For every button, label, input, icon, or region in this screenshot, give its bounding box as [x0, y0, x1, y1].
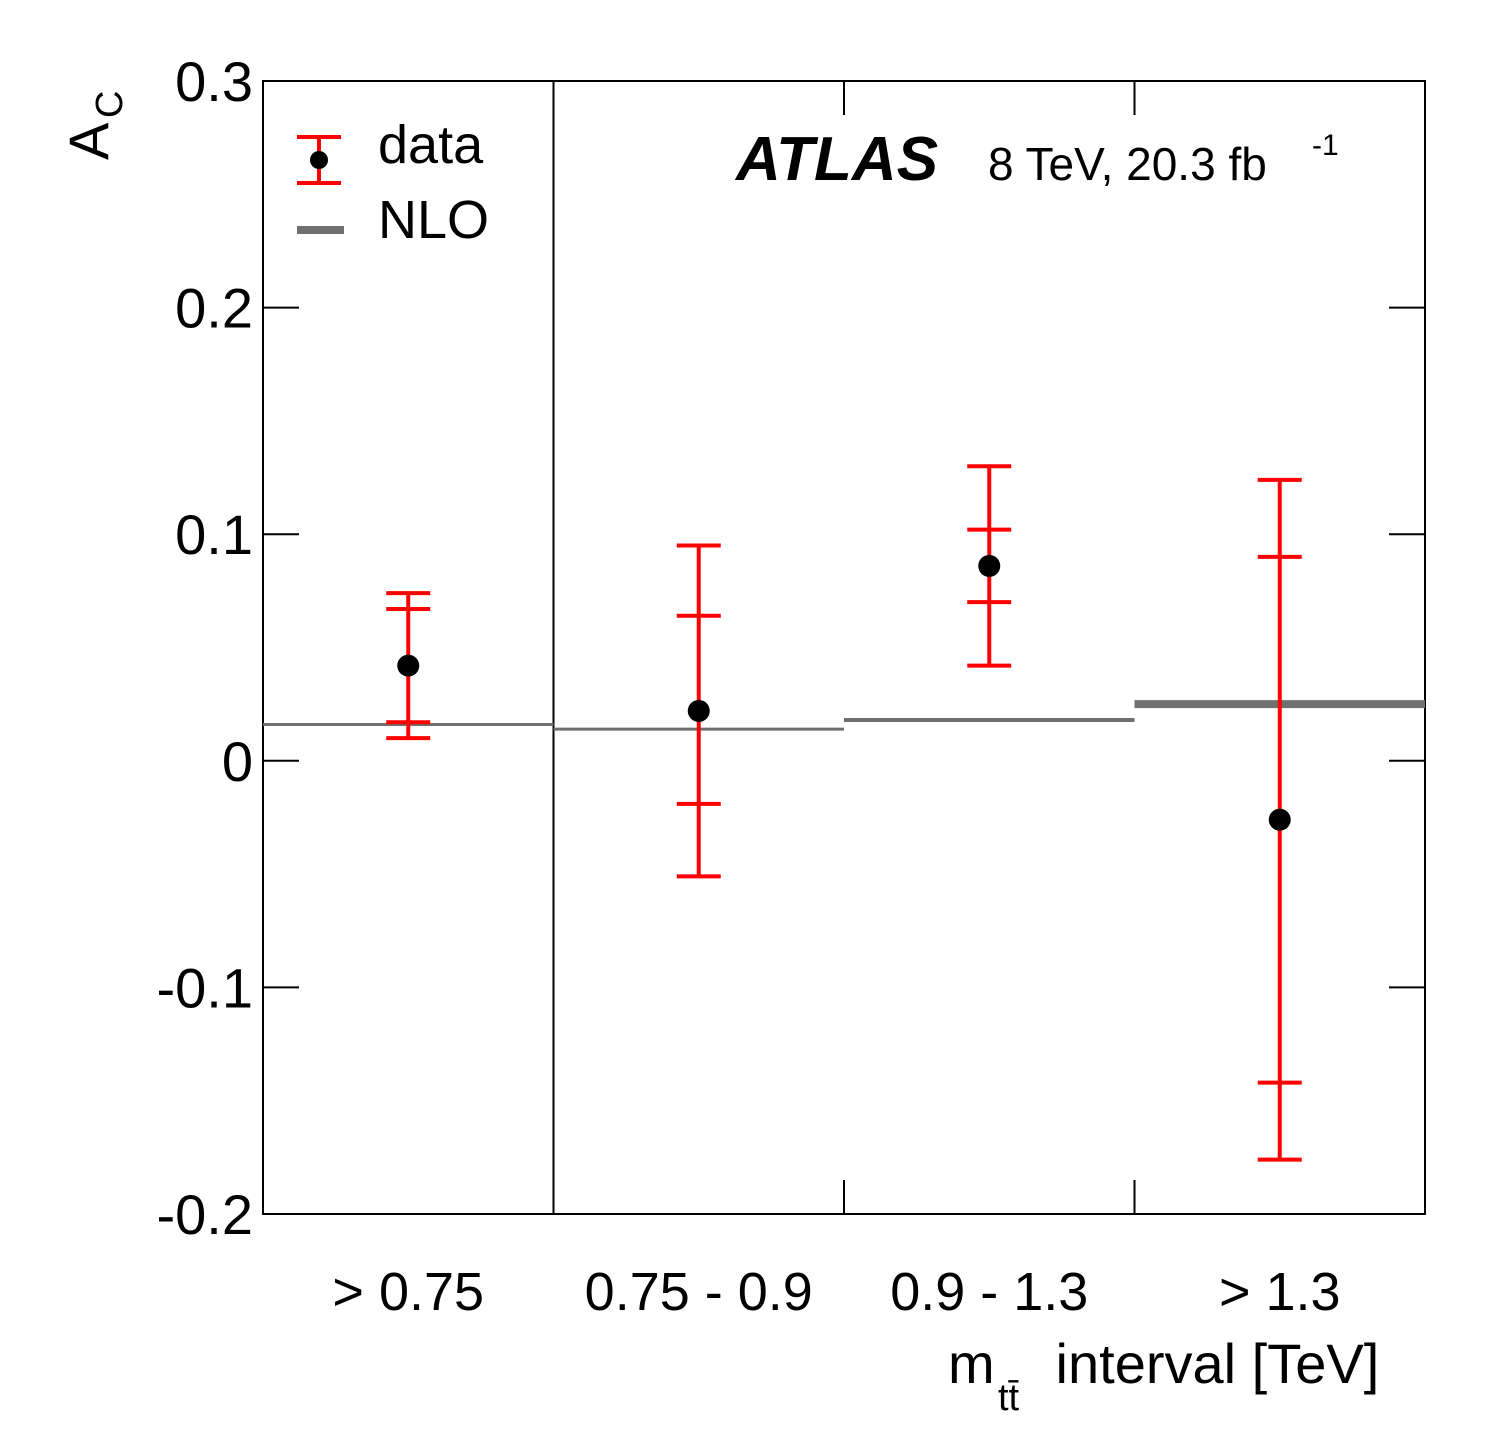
- legend-data-marker: [297, 135, 341, 185]
- data-point-group: [967, 464, 1012, 668]
- x-axis: > 0.75 0.75 - 0.9 0.9 - 1.3 > 1.3: [332, 1262, 1340, 1322]
- legend: data NLO: [297, 115, 489, 250]
- data-point-group: [1257, 477, 1302, 1162]
- x-category-label: 0.75 - 0.9: [585, 1262, 813, 1322]
- y-tick-label: 0.3: [175, 50, 253, 113]
- data-point: [687, 699, 710, 722]
- bin-separators: [552, 81, 1136, 1214]
- x-category-label: > 0.75: [332, 1262, 484, 1322]
- x-axis-title-main: m: [948, 1332, 995, 1395]
- y-tick-label: 0.2: [175, 277, 253, 340]
- energy-lumi-label: 8 TeV, 20.3 fb: [988, 138, 1267, 190]
- nlo-series: [263, 700, 1425, 731]
- x-axis-title-rest: interval [TeV]: [1040, 1332, 1379, 1395]
- x-axis-title: m tt̄ interval [TeV]: [948, 1332, 1379, 1419]
- data-point: [1268, 808, 1291, 831]
- data-point: [978, 554, 1001, 577]
- y-axis-title: A C: [57, 91, 131, 160]
- x-category-label: 0.9 - 1.3: [890, 1262, 1088, 1322]
- x-category-label: > 1.3: [1219, 1262, 1341, 1322]
- legend-data-label: data: [378, 115, 484, 175]
- y-axis-title-main: A: [57, 122, 120, 160]
- y-tick-label: -0.1: [157, 956, 254, 1019]
- x-axis-title-sub: tt̄: [998, 1377, 1020, 1419]
- energy-lumi-sup: -1: [1312, 129, 1339, 162]
- legend-nlo-label: NLO: [378, 190, 489, 250]
- y-tick-label: 0: [222, 730, 253, 793]
- plot-frame: [262, 80, 1426, 1215]
- experiment-label: ATLAS: [734, 125, 938, 194]
- data-point: [397, 654, 420, 677]
- data-point-group: [386, 591, 431, 741]
- y-tick-label: -0.2: [157, 1183, 254, 1246]
- data-point-group: [676, 543, 721, 879]
- y-tick-label: 0.1: [175, 503, 253, 566]
- y-axis: 0.3 0.2 0.1 0 -0.1 -0.2: [157, 50, 1425, 1246]
- data-series: [386, 464, 1302, 1162]
- y-axis-title-sub: C: [89, 91, 131, 118]
